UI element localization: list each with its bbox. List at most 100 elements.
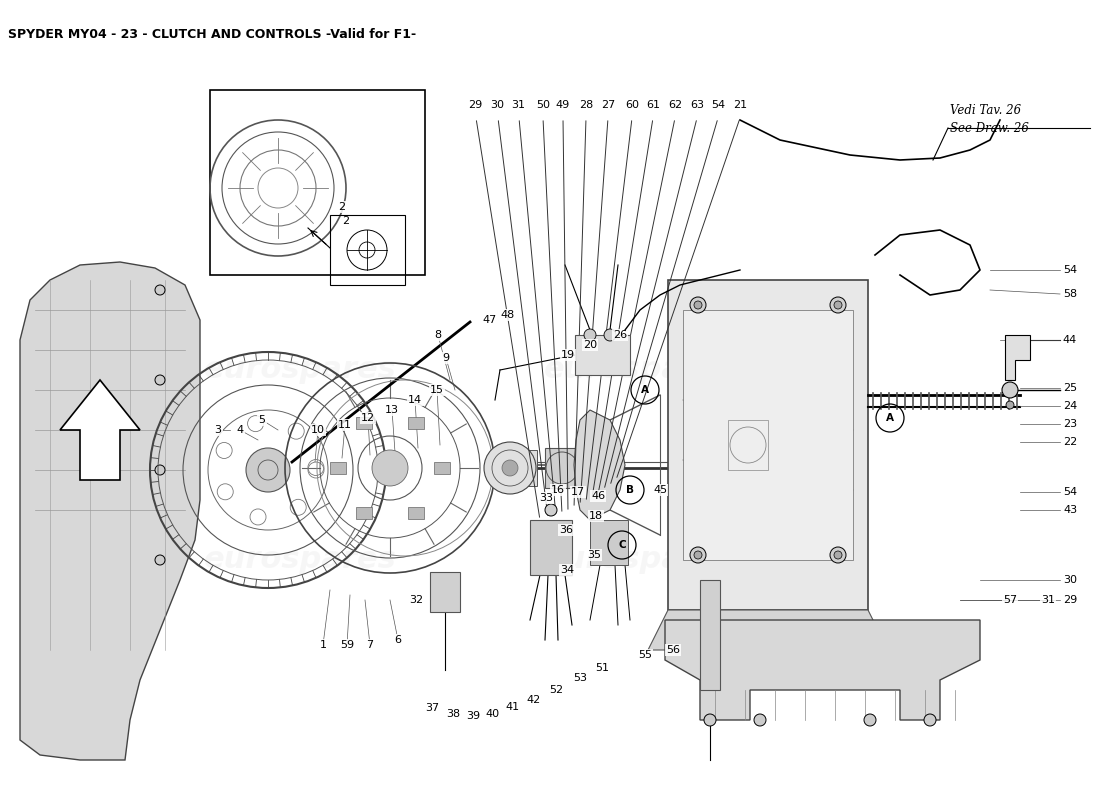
Circle shape [155,555,165,565]
Circle shape [1006,401,1014,409]
Text: 30: 30 [1063,575,1077,585]
Text: eurospares: eurospares [543,546,736,574]
Text: B: B [626,485,634,495]
Text: 54: 54 [1063,487,1077,497]
Text: 30: 30 [490,100,504,110]
Text: 39: 39 [466,711,480,721]
Text: 31: 31 [512,100,525,110]
Bar [430,572,460,612]
Circle shape [155,285,165,295]
Text: 29: 29 [468,100,482,110]
Text: 42: 42 [527,695,541,705]
Text: 53: 53 [573,673,587,683]
Bar [434,462,450,474]
Text: SPYDER MY04 - 23 - CLUTCH AND CONTROLS -Valid for F1-: SPYDER MY04 - 23 - CLUTCH AND CONTROLS -… [8,28,416,41]
Text: 59: 59 [340,640,354,650]
Circle shape [830,547,846,563]
Text: 19: 19 [561,350,575,360]
Text: eurospares: eurospares [204,546,396,574]
Text: 46: 46 [591,491,605,501]
Text: 49: 49 [556,100,570,110]
Text: eurospares: eurospares [204,355,396,385]
Text: C: C [618,540,626,550]
Text: See Draw. 26: See Draw. 26 [950,122,1028,135]
Polygon shape [574,410,625,520]
Text: eurospares: eurospares [543,355,736,385]
Text: 21: 21 [733,100,747,110]
Circle shape [155,375,165,385]
Text: Vedi Tav. 26: Vedi Tav. 26 [950,104,1021,117]
Text: 20: 20 [583,340,597,350]
Bar [548,454,556,482]
Text: 38: 38 [446,709,460,719]
Circle shape [484,442,536,494]
Circle shape [1002,382,1018,398]
Circle shape [924,714,936,726]
Text: 50: 50 [536,100,550,110]
Text: 5: 5 [258,415,265,425]
Circle shape [690,297,706,313]
Circle shape [830,297,846,313]
Text: 47: 47 [483,315,497,325]
Text: 62: 62 [668,100,682,110]
Polygon shape [666,620,980,720]
Text: 11: 11 [338,420,352,430]
Text: 48: 48 [500,310,515,320]
Text: 63: 63 [690,100,704,110]
Bar [590,520,628,565]
Text: 1: 1 [319,640,327,650]
Text: 41: 41 [505,702,519,712]
Text: A: A [641,385,649,395]
Circle shape [544,504,557,516]
Text: 44: 44 [1063,335,1077,345]
Text: 29: 29 [1063,595,1077,605]
Text: 12: 12 [361,413,375,423]
Text: 60: 60 [625,100,639,110]
Text: 26: 26 [613,330,627,340]
Text: 10: 10 [311,425,324,435]
Bar [575,335,630,375]
Text: 13: 13 [385,405,399,415]
Text: 52: 52 [549,685,563,695]
Bar [500,446,518,490]
Text: 36: 36 [559,525,573,535]
Bar [356,507,372,519]
Circle shape [834,301,842,309]
Circle shape [754,714,766,726]
Circle shape [372,450,408,486]
Bar [210,90,425,275]
Text: 56: 56 [666,645,680,655]
Text: 40: 40 [485,709,499,719]
Text: 54: 54 [1063,265,1077,275]
Bar [683,310,852,560]
Text: 32: 32 [409,595,424,605]
Text: 24: 24 [1063,401,1077,411]
Text: 58: 58 [1063,289,1077,299]
Text: 6: 6 [395,635,402,645]
Bar [544,448,580,488]
Bar [330,462,346,474]
Text: 7: 7 [366,640,374,650]
Text: 27: 27 [601,100,615,110]
Circle shape [864,714,876,726]
Text: 35: 35 [587,550,601,560]
Text: 33: 33 [539,493,553,503]
Polygon shape [648,610,888,650]
Polygon shape [700,580,720,690]
Text: 9: 9 [442,353,450,363]
Bar [530,520,572,575]
Circle shape [604,329,616,341]
Bar [590,446,606,490]
Circle shape [502,460,518,476]
Text: 2: 2 [339,202,345,212]
Text: 37: 37 [425,703,439,713]
Bar [525,450,537,486]
Text: 17: 17 [571,487,585,497]
Text: 28: 28 [579,100,593,110]
Circle shape [704,714,716,726]
Circle shape [694,301,702,309]
Text: 22: 22 [1063,437,1077,447]
Polygon shape [20,262,200,760]
Text: 25: 25 [1063,383,1077,393]
Text: 61: 61 [646,100,660,110]
